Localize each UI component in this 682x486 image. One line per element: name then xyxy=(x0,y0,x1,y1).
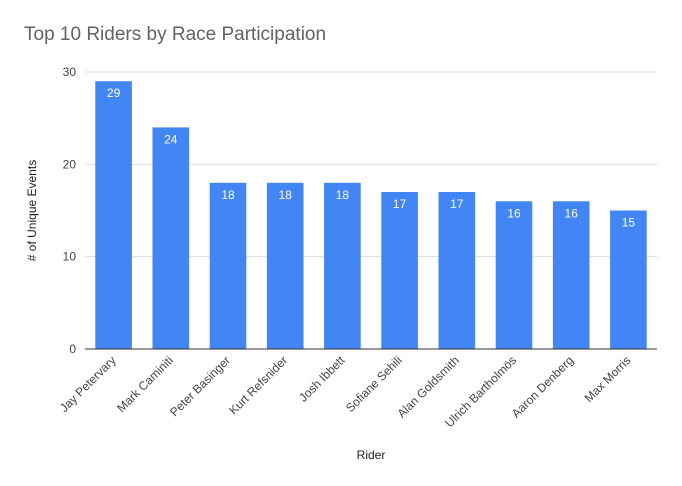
chart-title: Top 10 Riders by Race Participation xyxy=(24,24,327,45)
bars xyxy=(95,81,647,350)
y-tick-label: 20 xyxy=(63,157,77,171)
bar xyxy=(95,81,132,349)
x-tick-label: Peter Basinger xyxy=(167,353,233,419)
y-tick-label: 0 xyxy=(69,342,76,356)
bar xyxy=(610,210,647,349)
bar-value-label: 17 xyxy=(393,197,407,211)
x-tick-label: Max Morris xyxy=(582,353,634,405)
y-tick-label: 30 xyxy=(63,65,77,79)
x-axis-label: Rider xyxy=(357,448,386,462)
y-axis-label: # of Unique Events xyxy=(25,160,39,261)
bar xyxy=(381,192,418,349)
bar-value-label: 29 xyxy=(107,86,121,100)
bar xyxy=(495,201,533,349)
bar-value-label: 15 xyxy=(622,216,636,230)
bar-value-label: 17 xyxy=(450,197,464,211)
x-tick-label: Jay Petervary xyxy=(57,353,119,415)
bar xyxy=(209,182,247,349)
bar-value-label: 18 xyxy=(221,188,235,202)
bar-value-label: 18 xyxy=(279,188,293,202)
bar xyxy=(324,182,361,349)
x-tick-label: Kurt Refsnider xyxy=(226,353,290,417)
bar-value-label: 16 xyxy=(565,206,579,220)
x-tick-label: Josh Ibbett xyxy=(296,353,348,405)
bar xyxy=(552,201,590,349)
y-axis-ticks: 0 10 20 30 xyxy=(63,65,77,356)
bar-value-label: 18 xyxy=(336,188,350,202)
data-labels: 29 24 18 18 18 17 17 16 16 15 xyxy=(107,86,635,229)
bar xyxy=(152,127,190,350)
bar-value-label: 16 xyxy=(507,206,521,220)
bar-value-label: 24 xyxy=(164,132,178,146)
x-tick-label: Mark Caminiti xyxy=(114,353,176,415)
bar xyxy=(438,192,476,349)
x-tick-label: Aaron Denberg xyxy=(509,353,576,420)
bar xyxy=(266,182,304,349)
y-tick-label: 10 xyxy=(63,250,77,264)
x-tick-label: Sofiane Sehili xyxy=(343,353,405,415)
